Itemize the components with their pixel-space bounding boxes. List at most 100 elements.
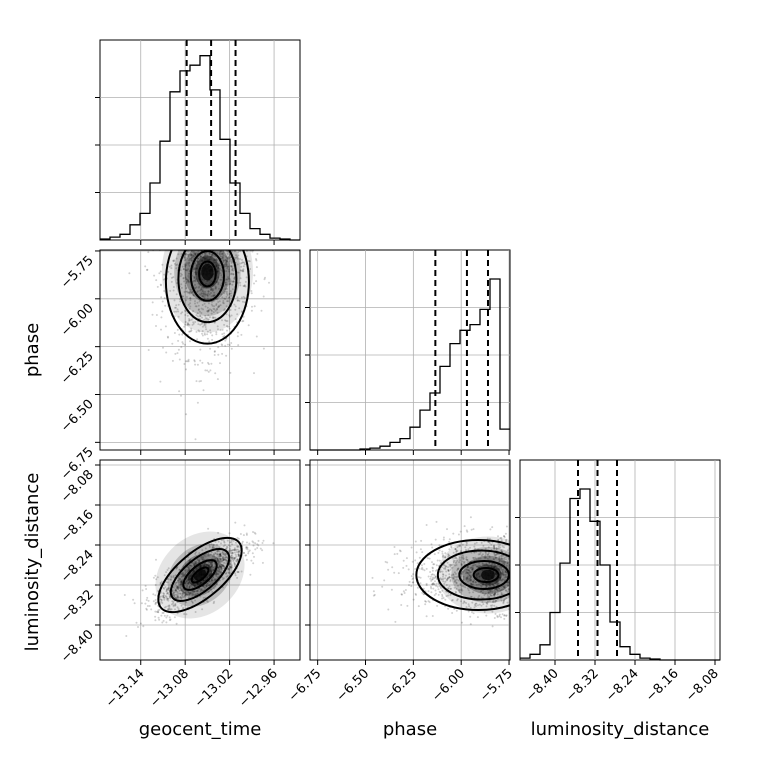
sample-point xyxy=(217,305,220,308)
sample-point xyxy=(192,243,194,245)
sample-point xyxy=(231,551,234,554)
sample-point xyxy=(253,274,256,277)
sample-point xyxy=(231,543,234,546)
sample-point xyxy=(505,573,508,576)
sample-point xyxy=(195,267,198,270)
sample-point xyxy=(182,295,184,298)
sample-point xyxy=(207,584,210,587)
sample-point xyxy=(517,570,519,572)
sample-point xyxy=(465,606,468,609)
sample-point xyxy=(232,558,235,561)
sample-point xyxy=(217,276,220,279)
sample-point xyxy=(211,570,214,573)
sample-point xyxy=(237,553,240,556)
sample-point xyxy=(216,252,219,255)
sample-point xyxy=(512,612,514,614)
sample-point xyxy=(168,595,171,598)
sample-point xyxy=(404,589,407,591)
sample-point xyxy=(477,564,480,567)
sample-point xyxy=(201,258,204,261)
sample-point xyxy=(513,594,515,596)
sample-point xyxy=(175,593,178,596)
sample-point xyxy=(497,542,500,545)
sample-point xyxy=(219,267,222,270)
sample-point xyxy=(513,609,515,611)
sample-point xyxy=(123,594,126,596)
sample-point xyxy=(222,300,225,302)
contour-line xyxy=(190,566,210,584)
sample-point xyxy=(232,560,235,562)
sample-point xyxy=(189,297,192,300)
sample-point xyxy=(229,371,232,374)
sample-point xyxy=(219,553,222,556)
sample-point xyxy=(446,528,448,531)
sample-point xyxy=(155,558,157,561)
sample-point xyxy=(147,349,150,351)
sample-point xyxy=(179,592,182,595)
sample-point xyxy=(455,587,458,590)
sample-point xyxy=(446,561,449,564)
sample-point xyxy=(230,280,232,283)
sample-point xyxy=(197,282,200,285)
sample-point xyxy=(217,559,220,562)
sample-point xyxy=(229,567,232,570)
sample-point xyxy=(197,559,200,562)
sample-point xyxy=(261,542,264,544)
sample-point xyxy=(238,545,241,548)
sample-point xyxy=(261,549,264,552)
sample-point xyxy=(445,584,448,586)
sample-point xyxy=(505,525,508,528)
panel-frame xyxy=(99,39,301,241)
sample-point xyxy=(460,572,463,575)
sample-point xyxy=(501,550,504,553)
sample-point xyxy=(486,553,489,556)
sample-point xyxy=(180,580,183,583)
sample-point xyxy=(230,347,233,350)
sample-point xyxy=(435,520,438,523)
sample-point xyxy=(225,270,228,273)
sample-point xyxy=(183,259,186,262)
sample-point xyxy=(528,549,530,551)
sample-point xyxy=(237,553,240,556)
sample-point xyxy=(212,602,215,605)
sample-point xyxy=(246,546,249,549)
sample-point xyxy=(195,560,197,563)
sample-point xyxy=(173,587,176,590)
sample-point xyxy=(211,563,214,566)
sample-point xyxy=(216,247,218,249)
sample-point xyxy=(216,247,218,249)
sample-point xyxy=(196,590,198,593)
sample-point xyxy=(455,561,457,564)
sample-point xyxy=(190,237,192,239)
sample-point xyxy=(216,247,218,249)
sample-point xyxy=(230,273,232,276)
sample-point xyxy=(506,581,509,584)
sample-point xyxy=(166,597,169,600)
sample-point xyxy=(183,592,186,594)
sample-point xyxy=(250,559,253,562)
sample-point xyxy=(230,236,232,238)
sample-point xyxy=(198,310,201,313)
sample-point xyxy=(188,585,191,588)
sample-point xyxy=(472,591,475,594)
sample-point xyxy=(247,260,250,262)
sample-point xyxy=(225,260,228,263)
sample-point xyxy=(201,236,203,238)
sample-point xyxy=(510,570,512,572)
sample-point xyxy=(428,557,431,560)
sample-point xyxy=(516,575,518,577)
sample-point xyxy=(219,250,222,253)
sample-point xyxy=(210,566,213,569)
sample-point xyxy=(193,244,195,246)
sample-point xyxy=(175,264,178,267)
sample-point xyxy=(537,553,539,555)
sample-point xyxy=(203,246,205,248)
sample-point xyxy=(454,580,457,583)
sample-point xyxy=(209,561,212,564)
sample-point xyxy=(206,600,209,603)
sample-point xyxy=(460,562,463,565)
sample-point xyxy=(157,611,160,614)
sample-point xyxy=(511,594,513,596)
sample-point xyxy=(203,252,206,255)
sample-point xyxy=(213,259,216,261)
